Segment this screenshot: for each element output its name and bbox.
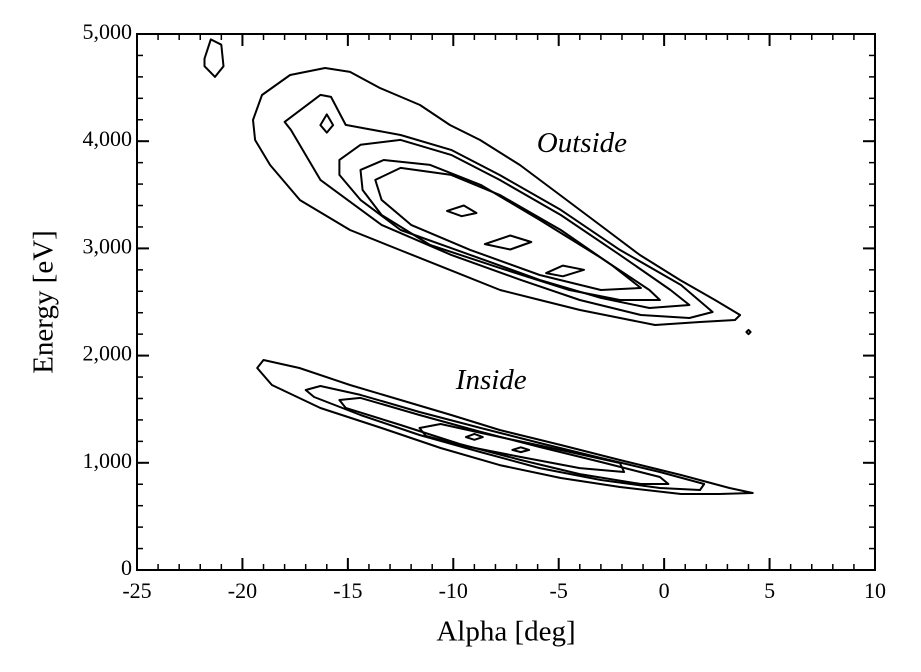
plot-frame <box>136 33 876 571</box>
contour-line <box>464 432 484 441</box>
x-tick-label: -10 <box>439 578 468 603</box>
contour-line <box>304 385 706 491</box>
contour-line <box>745 328 752 336</box>
contour-line <box>256 359 754 495</box>
contour-line <box>283 93 714 319</box>
contour-line <box>338 396 670 485</box>
x-tick-label: -20 <box>228 578 257 603</box>
y-tick-label: 3,000 <box>83 233 133 258</box>
y-axis-label: Energy [eV] <box>28 230 60 374</box>
contour-line <box>418 423 626 473</box>
x-axis-label: Alpha [deg] <box>436 616 575 648</box>
contour-line <box>483 234 533 251</box>
y-tick-label: 2,000 <box>83 341 133 366</box>
x-tick-label: 10 <box>864 578 886 603</box>
x-tick-label: -15 <box>333 578 362 603</box>
x-tick-label: 5 <box>764 578 775 603</box>
contour-line <box>545 264 585 278</box>
contour-line <box>374 166 642 291</box>
x-tick-label: -25 <box>122 578 151 603</box>
contour-line <box>252 67 742 326</box>
x-tick-label: -5 <box>550 578 568 603</box>
y-tick-label: 5,000 <box>83 19 133 44</box>
contour-line <box>203 38 225 78</box>
contour-line <box>319 113 335 134</box>
y-tick-label: 0 <box>121 555 132 580</box>
contour-line <box>359 159 661 301</box>
annotation: Outside <box>537 127 627 159</box>
contour-line <box>446 204 478 218</box>
y-tick-label: 4,000 <box>83 126 133 151</box>
x-tick-label: 0 <box>659 578 670 603</box>
contour-line <box>511 446 531 454</box>
y-tick-label: 1,000 <box>83 448 133 473</box>
contour-line <box>338 138 691 309</box>
annotation: Inside <box>455 364 527 396</box>
